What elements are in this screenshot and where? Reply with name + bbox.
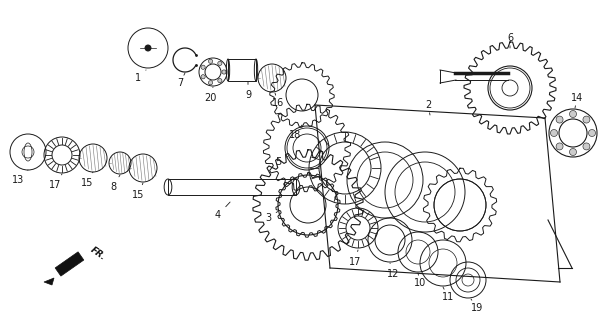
Text: 17: 17 xyxy=(49,174,62,190)
Text: 12: 12 xyxy=(387,263,399,279)
Text: 15: 15 xyxy=(132,183,144,200)
Circle shape xyxy=(556,143,563,150)
Circle shape xyxy=(570,110,577,117)
Circle shape xyxy=(588,130,596,137)
Polygon shape xyxy=(55,252,84,276)
Polygon shape xyxy=(44,278,54,285)
Circle shape xyxy=(570,148,577,156)
Circle shape xyxy=(201,75,205,79)
Text: 20: 20 xyxy=(204,87,216,103)
Text: 13: 13 xyxy=(12,170,28,185)
Text: 5: 5 xyxy=(275,156,287,167)
Text: 4: 4 xyxy=(215,202,230,220)
Circle shape xyxy=(218,78,222,83)
Text: 15: 15 xyxy=(81,172,93,188)
Text: 3: 3 xyxy=(265,212,278,223)
Text: 18: 18 xyxy=(289,125,302,140)
Circle shape xyxy=(208,81,212,85)
Circle shape xyxy=(551,130,558,137)
Text: FR.: FR. xyxy=(89,245,107,262)
Circle shape xyxy=(222,70,226,74)
Text: 1: 1 xyxy=(135,70,146,83)
Text: 7: 7 xyxy=(177,73,185,88)
Text: 14: 14 xyxy=(571,93,583,108)
Text: 6: 6 xyxy=(507,33,513,48)
Circle shape xyxy=(201,65,205,69)
Text: 11: 11 xyxy=(442,287,454,302)
Bar xyxy=(228,59,256,81)
Circle shape xyxy=(208,59,212,63)
Text: 16: 16 xyxy=(272,93,284,108)
Text: 19: 19 xyxy=(471,299,483,313)
Circle shape xyxy=(556,116,563,123)
Text: 2: 2 xyxy=(425,100,431,115)
Circle shape xyxy=(145,45,151,51)
Text: 10: 10 xyxy=(414,273,426,288)
Text: 8: 8 xyxy=(110,175,120,192)
Circle shape xyxy=(583,116,590,123)
Circle shape xyxy=(218,61,222,66)
Text: 9: 9 xyxy=(245,82,251,100)
Text: 17: 17 xyxy=(349,250,361,267)
Circle shape xyxy=(583,143,590,150)
Bar xyxy=(168,179,296,195)
